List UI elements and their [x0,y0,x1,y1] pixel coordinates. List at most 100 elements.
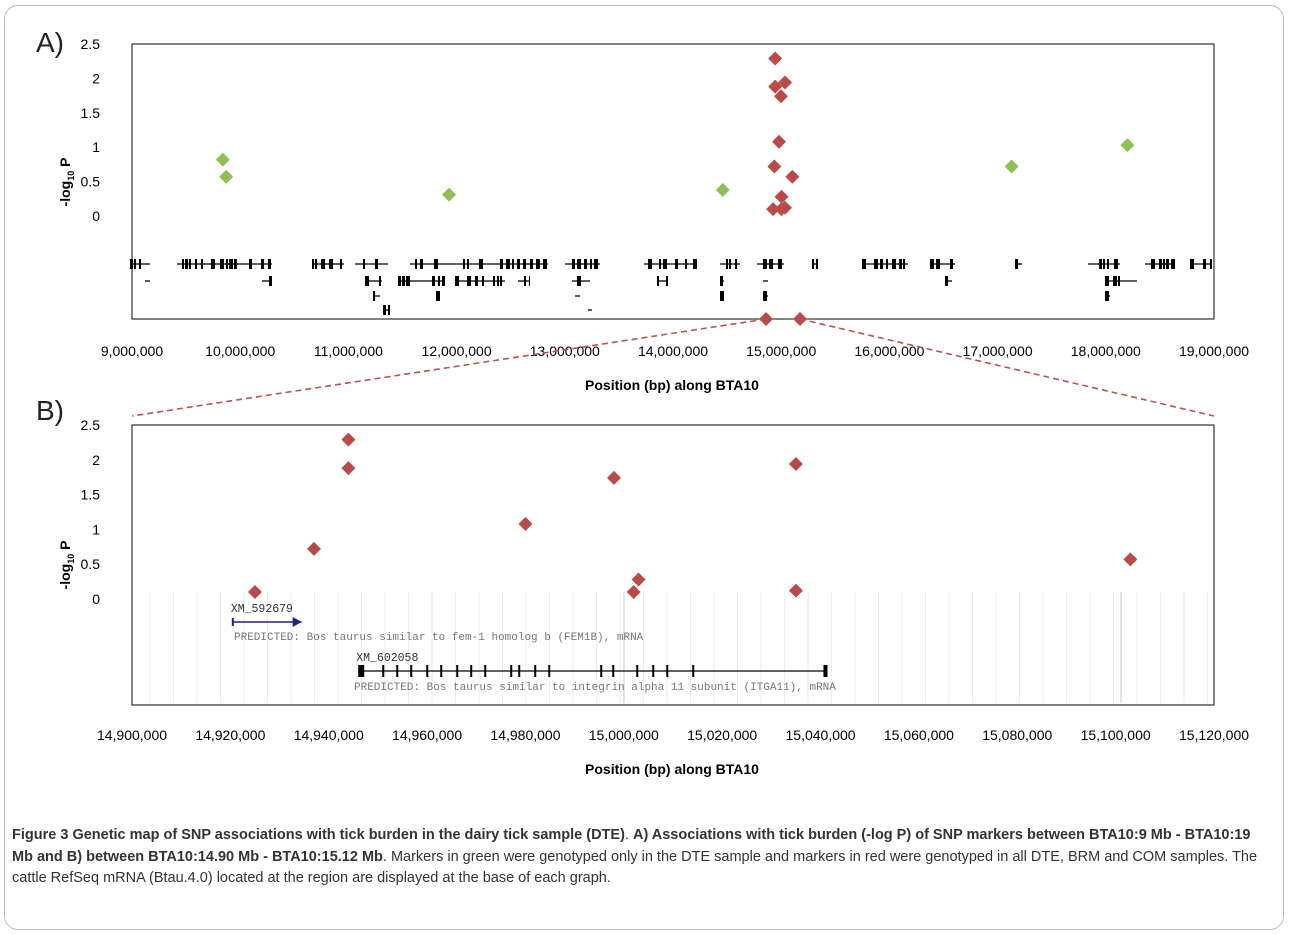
gene-exon [763,259,767,269]
green-marker [219,169,234,184]
x-tick-label: 13,000,000 [530,343,600,359]
panel-a: A) 2.5 2 1.5 1 0.5 0 9,000,000 10,000,000 11,00… [36,27,1249,393]
gene-description: PREDICTED: Bos taurus similar to integri… [354,682,836,694]
gene-exon [432,276,435,286]
gene-exon [693,259,697,269]
gene-exon [398,276,401,286]
gene-exon [189,259,191,269]
panel-a-gene-track [130,259,1212,315]
y-tick-label: 0.5 [81,556,101,572]
gene-exon [434,259,438,269]
gene-exon [479,259,483,269]
gene-exon [484,665,487,677]
gene-exon [185,259,188,269]
gene-exon [500,276,502,286]
gene-exon [886,259,888,269]
x-tick-label: 15,060,000 [884,727,954,743]
gene-exon [268,259,271,269]
gene-exon [636,665,639,677]
gene-id: XM_592679 [231,603,293,616]
gene-exon [812,259,814,269]
panel-b-y-ticks: 2.5 2 1.5 1 0.5 0 [81,417,101,607]
gene-exon [249,259,252,269]
gene-exon [729,259,731,269]
gene-exon [1015,259,1018,269]
gene-exon [1113,276,1117,286]
gene-exon [402,276,405,286]
gene-exon [675,259,678,269]
gene-exon [584,259,587,269]
zoom-connector [131,318,1215,417]
gene-exon [329,259,333,269]
gene-exon [524,276,526,286]
panel-b: B) 2.521.510.50 14,900,000 14,920,000 14,9… [36,395,1249,777]
gene-exon [666,665,669,677]
gene-exon [415,259,417,269]
gene-exon [510,665,513,677]
x-tick-label: 14,960,000 [392,727,462,743]
panel-b-label: B) [36,395,64,426]
gene-exon [220,259,224,269]
gene-exon [1159,259,1162,269]
gene-exon [410,665,413,677]
gene-exon [269,276,272,286]
gene-exon [720,291,724,301]
gene-exon [375,259,378,269]
gene-exon [950,259,953,269]
gene-exon [360,665,365,677]
x-tick-label: 14,980,000 [490,727,560,743]
green-marker [215,152,230,167]
panel-a-y-axis-label: -log10 P [57,158,76,207]
gene-exon [438,276,440,286]
zoom-line-right [799,318,1215,417]
gene-exon [769,259,773,269]
gene-exon [396,665,399,677]
gene-exon [1103,259,1105,269]
gene-exon [1210,259,1212,269]
red-marker [626,585,641,600]
gene-exon [572,259,575,269]
red-marker [768,51,783,66]
gene-exon [648,259,652,269]
gene-exon [470,665,473,677]
red-marker [247,585,262,600]
x-tick-label: 11,000,000 [314,343,383,359]
panel-a-plot-area [131,43,1215,320]
red-marker [777,75,792,90]
panel-b-x-axis-label: Position (bp) along BTA10 [585,761,759,777]
panel-b-points [247,432,1138,600]
x-tick-label: 12,000,000 [422,343,492,359]
panel-b-gene-track: XM_592679 PREDICTED: Bos taurus similar t… [231,603,836,694]
gene-exon [467,259,469,269]
gene-exon [945,276,948,286]
gene-exon [874,259,878,269]
y-tick-label: 2 [92,452,100,468]
panel-b-x-ticks: 14,900,000 14,920,000 14,940,000 14,960,000… [97,727,1249,743]
gene-exon [1203,259,1206,269]
gene-description: PREDICTED: Bos taurus similar to fem-1 h… [234,632,644,644]
gene-exon [382,665,385,677]
gene-exon [518,665,521,677]
panel-a-x-ticks: 9,000,000 10,000,000 11,000,000 12,000,000 1… [101,343,1249,359]
gene-exon [463,259,465,269]
gene-exon [763,291,767,301]
green-marker [442,187,457,202]
gene-exon [442,276,445,286]
zoom-line-left [131,318,767,417]
x-tick-label: 17,000,000 [963,343,1033,359]
gene-exon [543,259,547,269]
gene-exon [590,259,592,269]
gene-arrow [292,617,302,627]
caption-sub: A) Associations with tick burden (-log P… [12,827,1251,865]
x-tick-label: 14,940,000 [294,727,364,743]
gene-exon [880,259,883,269]
y-tick-label: 1 [92,139,100,155]
y-tick-label: 1.5 [81,105,101,121]
gene-exon [1190,259,1194,269]
gene-exon [365,276,369,286]
x-tick-label: 15,120,000 [1179,727,1249,743]
gene-exon [475,276,478,286]
gene-exon [692,665,695,677]
gene-exon [261,259,264,269]
gene-exon [506,259,510,269]
